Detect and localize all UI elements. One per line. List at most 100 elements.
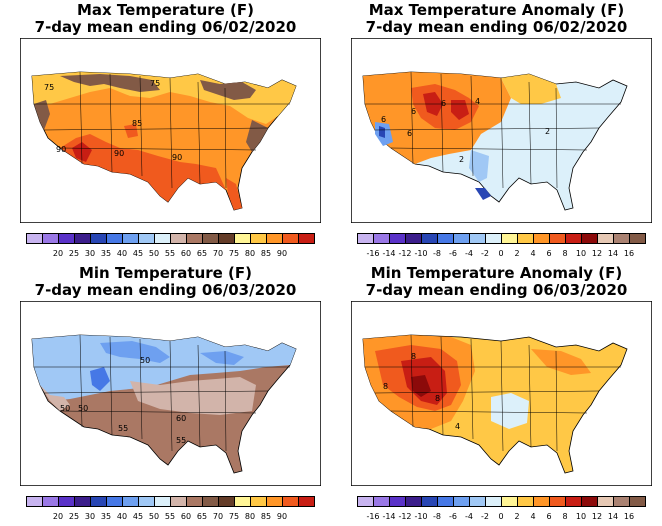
legend-swatch [421, 233, 438, 244]
legend-swatch [154, 233, 171, 244]
legend-swatch [357, 233, 374, 244]
legend-tick-label: 30 [84, 249, 96, 258]
legend-tick-label: 70 [212, 249, 224, 258]
legend-swatch [234, 496, 251, 507]
legend-swatch [170, 496, 187, 507]
panel-min-temperature: Min Temperature (F) 7-day mean ending 06… [0, 263, 331, 526]
contour-label: 8 [383, 382, 388, 391]
legend-tick-label: -16 [366, 249, 380, 258]
legend-swatch [373, 233, 390, 244]
legend-tick-label: 85 [260, 249, 272, 258]
legend-swatch [74, 233, 91, 244]
legend-swatch [218, 233, 235, 244]
legend-swatch [565, 496, 582, 507]
contour-label: 50 [140, 356, 150, 365]
legend-swatch [453, 233, 470, 244]
legend-tick-label: 10 [575, 249, 587, 258]
legend-swatch [469, 496, 486, 507]
legend-tick-label: -4 [465, 249, 473, 258]
legend-swatch [501, 496, 518, 507]
panel-title: Min Temperature (F) [78, 264, 253, 282]
legend-swatch [42, 496, 59, 507]
legend-swatch [42, 233, 59, 244]
legend-swatch [533, 496, 550, 507]
contour-label: 6 [441, 99, 446, 108]
legend-tick-label: 80 [244, 249, 256, 258]
legend-swatch [549, 496, 566, 507]
legend-tick-label: -2 [481, 512, 489, 521]
legend-tick-label: -14 [382, 512, 396, 521]
legend-tick-label: -10 [414, 512, 428, 521]
contour-label: 60 [176, 414, 186, 423]
legend-tick-label: 0 [498, 249, 504, 258]
legend-tick-label: 75 [228, 512, 240, 521]
contour-label: 8 [411, 352, 416, 361]
legend-swatch [122, 233, 139, 244]
legend-tick-label: -14 [382, 249, 396, 258]
legend-swatch [138, 496, 155, 507]
legend-swatch [485, 233, 502, 244]
legend-tick-label: 40 [116, 249, 128, 258]
legend-tick-label: 50 [148, 249, 160, 258]
legend-swatch [629, 233, 646, 244]
max-temperature-map: 75 75 85 90 90 90 [20, 38, 321, 223]
legend-tick-label: 20 [52, 249, 64, 258]
legend-tick-label: 6 [546, 249, 552, 258]
legend-swatch [138, 233, 155, 244]
legend-swatch [437, 496, 454, 507]
legend-swatch [298, 233, 315, 244]
legend-swatch [629, 496, 646, 507]
legend-swatch [469, 233, 486, 244]
legend-tick-label: 4 [530, 512, 536, 521]
legend-tick-label: 45 [132, 249, 144, 258]
legend-swatch [90, 233, 107, 244]
panel-title: Min Temperature Anomaly (F) [370, 264, 623, 282]
contour-label: 75 [44, 83, 54, 92]
legend-swatch [74, 496, 91, 507]
contour-label: 50 [60, 404, 70, 413]
panel-min-temperature-anomaly: Min Temperature Anomaly (F) 7-day mean e… [331, 263, 662, 526]
legend-swatch [485, 496, 502, 507]
legend-tick-label: 80 [244, 512, 256, 521]
legend-swatch [298, 496, 315, 507]
legend-tick-label: -8 [433, 512, 441, 521]
legend-tick-label: 40 [116, 512, 128, 521]
legend-tick-label: 12 [591, 249, 603, 258]
panel-title: Max Temperature (F) [76, 1, 255, 19]
legend-swatch [234, 233, 251, 244]
legend-tick-label: 2 [514, 512, 520, 521]
legend-swatch [597, 496, 614, 507]
panel-subtitle: 7-day mean ending 06/02/2020 [34, 18, 297, 36]
legend-tick-label: -6 [449, 512, 457, 521]
legend-swatch [405, 233, 422, 244]
legend-tick-label: -4 [465, 512, 473, 521]
min-temperature-map: 50 50 50 55 60 55 [20, 301, 321, 486]
contour-label: 90 [172, 153, 182, 162]
contour-label: 6 [381, 115, 386, 124]
legend-swatch [58, 496, 75, 507]
legend-tick-label: 65 [196, 512, 208, 521]
legend-tick-label: 90 [276, 512, 288, 521]
legend-tick-label: 55 [164, 512, 176, 521]
legend-tick-label: 60 [180, 512, 192, 521]
legend-tick-label: 14 [607, 249, 619, 258]
legend-swatch [565, 233, 582, 244]
legend-tick-label: 60 [180, 249, 192, 258]
panel-title: Max Temperature Anomaly (F) [368, 1, 625, 19]
panel-subtitle: 7-day mean ending 06/02/2020 [365, 18, 628, 36]
legend-swatch [613, 233, 630, 244]
max-temperature-anomaly-map: 6 6 6 4 2 2 6 [351, 38, 652, 223]
legend-swatch [389, 233, 406, 244]
min-temperature-anomaly-map: 8 8 8 4 [351, 301, 652, 486]
panel-max-temperature: Max Temperature (F) 7-day mean ending 06… [0, 0, 331, 263]
contour-label: 75 [150, 79, 160, 88]
legend-swatch [202, 496, 219, 507]
legend-tick-label: 8 [562, 249, 568, 258]
legend-tick-label: 12 [591, 512, 603, 521]
legend-tick-label: 90 [276, 249, 288, 258]
legend-tick-label: 35 [100, 512, 112, 521]
legend-tick-label: 6 [546, 512, 552, 521]
legend-swatch [517, 496, 534, 507]
panel-subtitle: 7-day mean ending 06/03/2020 [34, 281, 297, 299]
legend-swatch [282, 496, 299, 507]
